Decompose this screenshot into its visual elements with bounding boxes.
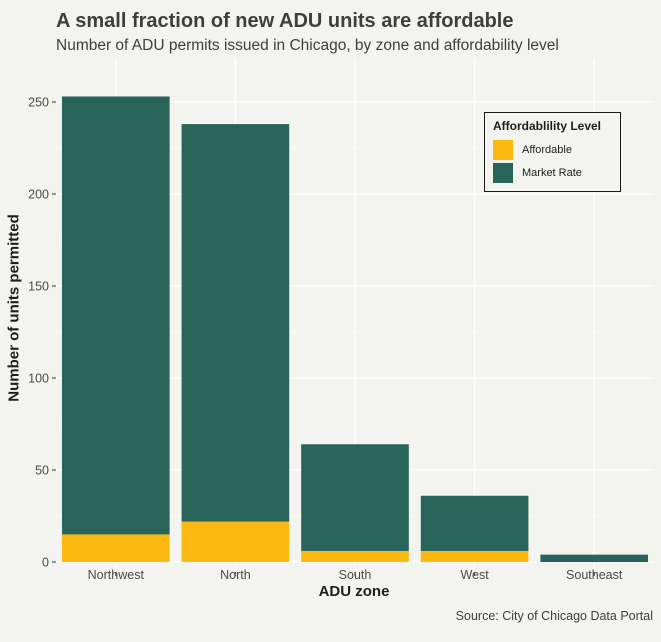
y-axis-label: Number of units permitted [5,214,23,402]
chart-subtitle: Number of ADU permits issued in Chicago,… [56,37,559,54]
x-tick-label: South [339,568,372,582]
legend-item-affordable: Affordable [493,138,620,161]
legend-swatch-market-rate [493,162,513,183]
legend-swatch-affordable [493,139,513,160]
y-tick-label: 100 [28,372,49,386]
x-tick-label: Southeast [566,568,623,582]
x-tick-label: West [460,568,489,582]
bar-affordable-north [181,521,290,562]
bar-affordable-south [301,550,409,562]
bar-market-rate-west [420,495,529,551]
bar-market-rate-south [301,444,409,551]
y-tick-label: 50 [35,464,49,478]
x-axis-label: ADU zone [318,583,390,600]
legend-item-market-rate: Market Rate [493,161,620,184]
bar-market-rate-northwest [61,96,170,535]
x-tick-label: Northwest [88,568,145,582]
y-tick-label: 150 [28,280,49,294]
legend-label-affordable: Affordable [522,143,572,156]
legend-label-market-rate: Market Rate [522,166,582,179]
legend: Affordablility Level Affordable Market R… [484,112,621,192]
chart-title: A small fraction of new ADU units are af… [56,10,514,32]
x-tick-label: North [220,568,251,582]
bar-affordable-west [420,550,529,562]
source-caption: Source: City of Chicago Data Portal [455,609,653,623]
bar-market-rate-north [181,124,290,522]
bar-affordable-northwest [61,534,170,562]
y-tick-label: 200 [28,188,49,202]
y-tick-label: 0 [42,556,49,570]
y-tick-label: 250 [28,96,49,110]
bar-market-rate-southeast [540,554,649,562]
legend-title: Affordablility Level [493,119,602,133]
